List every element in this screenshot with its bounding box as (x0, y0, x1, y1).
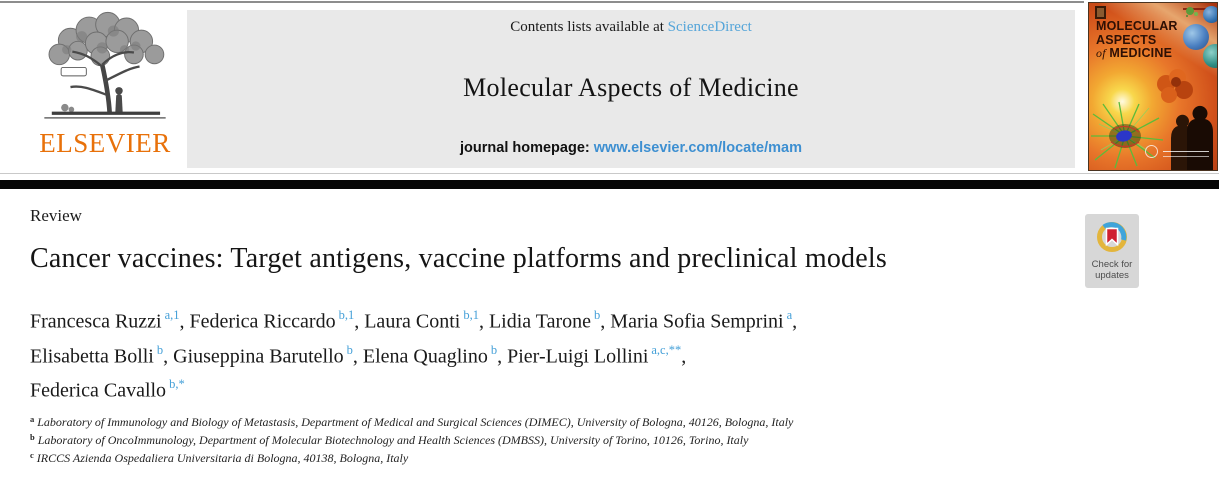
author-name: Lidia Tarone (488, 310, 592, 333)
cover-society-stamp-icon (1145, 145, 1158, 158)
cover-publisher-mini-logo (1095, 6, 1106, 19)
cover-fluorescent-cell-icon (1091, 101, 1164, 169)
cover-title-line2: ASPECTS (1096, 32, 1157, 47)
author-name: Elena Quaglino (362, 345, 488, 368)
cover-virus-sphere-icon (1203, 44, 1217, 68)
cover-protein-blob-icon (1155, 69, 1193, 105)
elsevier-logo: ELSEVIER (28, 8, 182, 168)
author-name: Elisabetta Bolli (30, 345, 154, 368)
masthead-bottom-rule (0, 173, 1219, 174)
author-affiliation-sup[interactable]: b (490, 342, 498, 357)
homepage-label: journal homepage: (460, 140, 594, 156)
author-affiliation-sup[interactable]: b,* (169, 377, 185, 392)
author-list: Francesca Ruzzi a,1, Federica Riccardo b,1… (30, 302, 1090, 406)
contents-line: Contents lists available at ScienceDirec… (510, 19, 752, 36)
cover-title-line1: MOLECULAR (1096, 19, 1178, 33)
author-affiliation-sup[interactable]: a,c,** (651, 342, 682, 357)
affiliation-line: a Laboratory of Immunology and Biology of… (30, 414, 1190, 432)
cover-virus-sphere-icon (1183, 24, 1209, 50)
author-affiliation-sup[interactable]: b,1 (338, 308, 355, 322)
author-name: Federica Cavallo (30, 379, 167, 402)
author-affiliation-sup[interactable]: b (346, 342, 353, 357)
cover-title-medicine: MEDICINE (1105, 46, 1173, 60)
cover-footer-text (1163, 151, 1209, 157)
cover-title-line3: of MEDICINE (1096, 46, 1178, 61)
author-affiliation-sup[interactable]: b (156, 342, 164, 357)
author-affiliation-sup[interactable]: a,1 (164, 308, 180, 322)
author-affiliation-sup[interactable]: a (786, 308, 793, 322)
sciencedirect-link[interactable]: ScienceDirect (667, 19, 752, 35)
top-rule (0, 1, 1084, 3)
elsevier-tree-icon (44, 11, 166, 119)
article-title: Cancer vaccines: Target antigens, vaccin… (30, 243, 887, 274)
author-name: Maria Sofia Semprini (610, 310, 784, 333)
cover-journal-title: MOLECULAR ASPECTS of MEDICINE (1096, 19, 1178, 61)
check-badge-label: Check for updates (1091, 259, 1133, 281)
affiliation-list: a Laboratory of Immunology and Biology of… (30, 414, 1190, 468)
article-type-label: Review (30, 206, 82, 225)
author-name: Federica Riccardo (189, 310, 336, 333)
affiliation-line: b Laboratory of OncoImmunology, Departmen… (30, 432, 1190, 450)
author-name: Laura Conti (364, 310, 461, 333)
cover-title-of: of (1096, 46, 1106, 60)
homepage-line: journal homepage: www.elsevier.com/locat… (460, 140, 802, 156)
cover-issn-text (1183, 8, 1209, 10)
journal-cover-thumbnail[interactable]: MOLECULAR ASPECTS of MEDICINE (1088, 2, 1218, 171)
author-line: Federica Cavallo b,* (30, 371, 1090, 406)
affiliation-text: Laboratory of OncoImmunology, Department… (37, 433, 749, 447)
cover-green-sprig-icon (1186, 7, 1194, 15)
author-affiliation-sup[interactable]: b,1 (463, 308, 479, 322)
elsevier-wordmark: ELSEVIER (39, 128, 171, 158)
author-line: Francesca Ruzzi a,1, Federica Riccardo b,1… (30, 308, 798, 333)
affiliation-text: Laboratory of Immunology and Biology of … (37, 415, 794, 429)
affiliation-sup: b (30, 432, 35, 442)
check-updates-icon (1097, 222, 1127, 252)
black-divider-bar (0, 180, 1219, 189)
journal-masthead: Contents lists available at ScienceDirec… (187, 10, 1075, 168)
author-affiliation-sup[interactable]: b (594, 308, 601, 322)
journal-homepage-link[interactable]: www.elsevier.com/locate/mam (593, 140, 802, 156)
author-name: Pier-Luigi Lollini (507, 345, 649, 368)
cover-virus-sphere-icon (1203, 6, 1217, 23)
affiliation-line: c IRCCS Azienda Ospedaliera Universitaria… (30, 450, 1190, 468)
journal-title: Molecular Aspects of Medicine (463, 73, 799, 102)
contents-prefix: Contents lists available at (510, 19, 668, 35)
check-for-updates-badge[interactable]: Check for updates (1085, 214, 1139, 288)
author-name: Giuseppina Barutello (173, 345, 344, 368)
affiliation-sup: a (30, 414, 35, 424)
affiliation-text: IRCCS Azienda Ospedaliera Universitaria … (36, 451, 409, 465)
author-line: Elisabetta Bolli b, Giuseppina Barutello b… (30, 342, 687, 368)
affiliation-sup: c (30, 450, 34, 460)
author-name: Francesca Ruzzi (30, 310, 162, 333)
